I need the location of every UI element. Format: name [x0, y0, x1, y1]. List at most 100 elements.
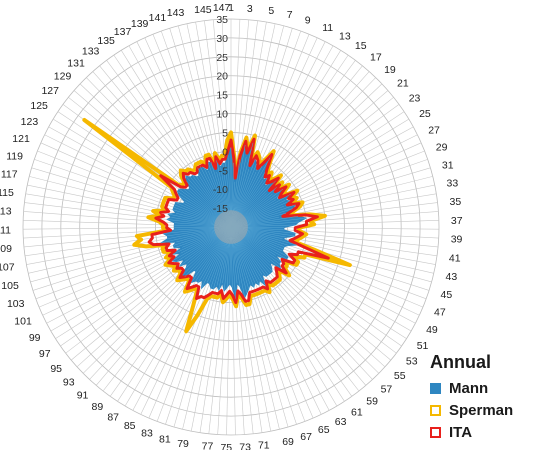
category-label: 75: [220, 442, 232, 450]
category-label: 85: [124, 420, 136, 432]
category-label: 147: [213, 2, 231, 14]
category-label: 121: [12, 133, 30, 145]
category-label: 145: [194, 4, 212, 16]
category-label: 7: [287, 9, 293, 21]
category-label: 23: [409, 92, 421, 104]
category-label: 125: [30, 100, 48, 112]
category-label: 103: [7, 298, 25, 310]
category-label: 11: [322, 22, 333, 34]
category-label: 15: [355, 40, 367, 52]
category-label: 3: [247, 3, 253, 15]
r-tick-label: -10: [213, 184, 228, 196]
category-label: 71: [258, 440, 270, 450]
category-label: 5: [268, 5, 274, 17]
category-label: 29: [436, 142, 448, 154]
r-tick-label: 35: [216, 14, 228, 26]
legend-label-sperman: Sperman: [449, 401, 514, 419]
category-label: 65: [318, 424, 330, 436]
radar-series: [82, 117, 352, 334]
category-label: 129: [54, 71, 72, 83]
category-label: 55: [394, 370, 406, 382]
category-label: 101: [14, 315, 32, 327]
category-label: 27: [428, 124, 440, 136]
category-label: 39: [451, 234, 463, 246]
r-tick-label: 5: [222, 127, 228, 139]
category-label: 135: [97, 35, 115, 47]
r-tick-label: 25: [216, 52, 228, 64]
legend-item-ita: ITA: [430, 421, 530, 443]
legend-title: Annual: [430, 352, 491, 372]
category-label: 131: [67, 58, 85, 70]
series-ita: [147, 137, 330, 304]
category-label: 69: [282, 436, 294, 448]
category-label: 9: [305, 15, 311, 27]
legend-swatch-ita: [430, 426, 441, 438]
category-label: 109: [0, 243, 12, 255]
category-label: 17: [370, 52, 382, 64]
category-label: 51: [417, 340, 429, 352]
category-label: 73: [239, 442, 251, 450]
category-label: 137: [114, 26, 132, 38]
category-label: 99: [29, 332, 41, 344]
category-label: 35: [450, 196, 462, 208]
category-label: 139: [131, 18, 149, 30]
category-label: 77: [202, 441, 214, 450]
category-label: 59: [366, 396, 378, 408]
category-label: 143: [167, 7, 185, 19]
category-label: 33: [447, 178, 459, 190]
category-label: 41: [449, 253, 461, 265]
category-label: 79: [177, 438, 189, 450]
r-tick-label: -15: [213, 203, 228, 215]
category-label: 91: [77, 390, 89, 402]
category-label: 95: [50, 363, 62, 375]
category-label: 105: [1, 280, 19, 292]
category-label: 115: [0, 187, 14, 199]
category-label: 83: [141, 428, 153, 440]
category-label: 67: [300, 431, 312, 443]
legend-swatch-sperman: [430, 404, 441, 416]
category-label: 119: [6, 150, 23, 162]
r-tick-label: 30: [216, 33, 228, 45]
category-labels: 1 3 5 7 911131517192123252729313335373941434…: [0, 2, 463, 450]
legend-item-mann: Mann: [430, 377, 530, 399]
category-label: 43: [446, 271, 458, 283]
r-tick-label: -5: [219, 165, 228, 177]
category-label: 133: [82, 46, 100, 58]
category-label: 81: [159, 434, 171, 446]
r-tick-label: 15: [216, 90, 228, 102]
r-tick-label: 20: [216, 71, 228, 83]
category-label: 21: [397, 78, 409, 90]
category-label: 117: [1, 169, 18, 181]
category-label: 89: [92, 401, 104, 413]
category-label: 61: [351, 406, 363, 418]
category-label: 113: [0, 206, 12, 218]
category-label: 25: [419, 108, 431, 120]
radial-tick-labels: -15 -10 -5 0 5 10 15 20 25 30 35: [213, 14, 228, 215]
category-label: 107: [0, 262, 15, 274]
category-label: 13: [339, 30, 351, 42]
category-label: 45: [441, 289, 453, 301]
category-label: 123: [21, 116, 39, 128]
category-label: 97: [39, 348, 51, 360]
category-label: 1: [228, 2, 234, 14]
center-hub: [214, 210, 248, 244]
legend: Annual Mann Sperman ITA: [430, 352, 530, 443]
category-label: 49: [426, 324, 438, 336]
category-label: 87: [107, 411, 119, 423]
category-label: 63: [335, 416, 347, 428]
legend-label-mann: Mann: [449, 379, 489, 397]
category-label: 141: [149, 12, 167, 24]
category-label: 53: [406, 356, 418, 368]
r-tick-label: 10: [216, 109, 228, 121]
r-tick-label: 0: [222, 146, 228, 158]
category-label: 127: [41, 85, 59, 97]
category-label: 37: [451, 215, 463, 227]
category-label: 31: [442, 159, 454, 171]
category-label: 19: [384, 64, 396, 76]
legend-swatch-mann: [430, 382, 441, 394]
legend-label-ita: ITA: [449, 423, 473, 441]
category-label: 111: [0, 224, 11, 236]
category-label: 47: [434, 307, 446, 319]
legend-item-sperman: Sperman: [430, 399, 530, 421]
